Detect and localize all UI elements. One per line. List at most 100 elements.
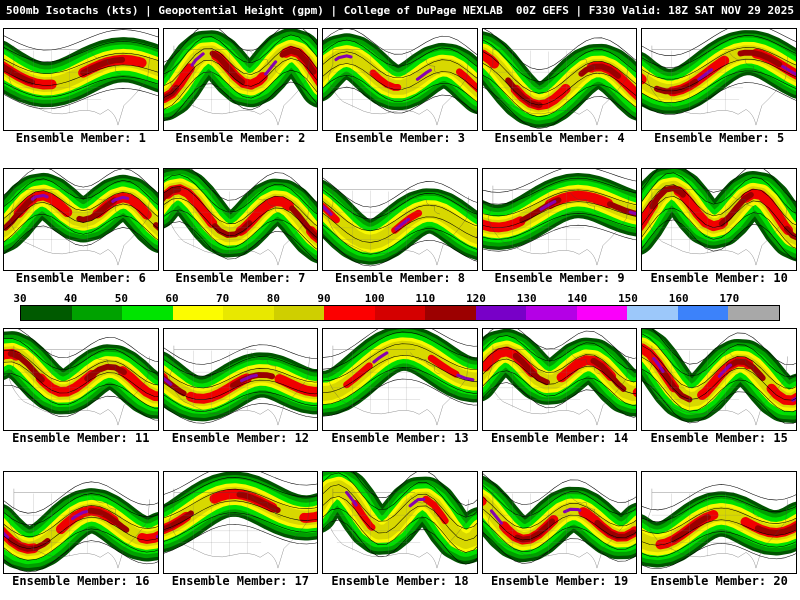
colorbar-tick-row: 30 40 50 60 70 80 90 100 110 120 130 140 150 160 170 — [13, 292, 780, 305]
ensemble-panel-label: Ensemble Member: 20 — [650, 574, 788, 588]
ensemble-panel: Ensemble Member: 11 — [3, 328, 159, 448]
colorbar-tick-label: 170 — [719, 292, 740, 305]
ensemble-map — [322, 328, 478, 431]
colorbar-tick-label: 70 — [216, 292, 230, 305]
colorbar-tick-label: 130 — [516, 292, 537, 305]
ensemble-panel-label: Ensemble Member: 10 — [650, 271, 788, 285]
header-title: 500mb Isotachs (kts) | Geopotential Heig… — [6, 3, 503, 17]
colorbar-tick-label: 160 — [668, 292, 689, 305]
ensemble-panel: Ensemble Member: 1 — [3, 28, 159, 148]
ensemble-panel-label: Ensemble Member: 5 — [654, 131, 785, 145]
ensemble-panel-label: Ensemble Member: 18 — [331, 574, 469, 588]
ensemble-map — [641, 471, 797, 574]
ensemble-panel-label: Ensemble Member: 9 — [494, 271, 625, 285]
ensemble-panel-label: Ensemble Member: 14 — [490, 431, 629, 445]
ensemble-panel-label: Ensemble Member: 6 — [15, 271, 146, 285]
ensemble-map — [162, 168, 319, 271]
ensemble-panel-label: Ensemble Member: 13 — [331, 431, 469, 445]
ensemble-panel: Ensemble Member: 13 — [322, 328, 478, 448]
colorbar-tick-label: 40 — [64, 292, 78, 305]
ensemble-panel: Ensemble Member: 8 — [322, 168, 478, 288]
ensemble-panel-label: Ensemble Member: 7 — [175, 271, 306, 285]
colorbar-tick-label: 80 — [266, 292, 280, 305]
ensemble-panel: Ensemble Member: 3 — [322, 28, 478, 148]
colorbar-segment — [71, 306, 123, 320]
ensemble-row-1: Ensemble Member: 1 Ensemble Member: 2 Ense… — [0, 20, 800, 148]
ensemble-panel-label: Ensemble Member: 4 — [494, 131, 625, 145]
ensemble-map — [162, 328, 319, 431]
ensemble-map — [162, 28, 319, 131]
ensemble-map — [322, 168, 478, 271]
ensemble-panel: Ensemble Member: 4 — [481, 28, 638, 148]
colorbar-segment — [172, 306, 224, 320]
ensemble-row-2: Ensemble Member: 6 Ensemble Member: 7 Ense… — [0, 148, 800, 288]
ensemble-panel-label: Ensemble Member: 17 — [171, 574, 310, 588]
ensemble-map — [3, 328, 159, 431]
ensemble-map — [481, 328, 638, 431]
ensemble-map — [481, 28, 638, 131]
colorbar-tick-label: 150 — [618, 292, 638, 305]
ensemble-panel: Ensemble Member: 9 — [481, 168, 638, 288]
ensemble-map — [641, 28, 797, 131]
colorbar-segment — [627, 306, 678, 320]
ensemble-map — [641, 328, 797, 431]
ensemble-map — [322, 28, 478, 131]
ensemble-panel: Ensemble Member: 15 — [641, 328, 797, 448]
colorbar-segment — [728, 306, 779, 320]
ensemble-panel-label: Ensemble Member: 2 — [175, 131, 306, 145]
ensemble-panel: Ensemble Member: 12 — [162, 328, 319, 448]
colorbar-segment — [223, 306, 274, 320]
colorbar-segment — [425, 306, 476, 320]
colorbar-tick-label: 110 — [415, 292, 436, 305]
ensemble-panel-label: Ensemble Member: 16 — [12, 574, 150, 588]
ensemble-panel-label: Ensemble Member: 8 — [334, 271, 465, 285]
colorbar-segment — [21, 306, 72, 320]
ensemble-panel-label: Ensemble Member: 15 — [650, 431, 788, 445]
header-valid-time: 00Z GEFS | F330 Valid: 18Z SAT NOV 29 20… — [515, 3, 794, 17]
ensemble-panel: Ensemble Member: 19 — [481, 471, 638, 591]
ensemble-panel: Ensemble Member: 5 — [641, 28, 797, 148]
colorbar-scale — [20, 305, 780, 321]
colorbar-tick-label: 60 — [165, 292, 179, 305]
ensemble-row-4: Ensemble Member: 16 Ensemble Member: 17 En… — [0, 448, 800, 591]
colorbar-tick-label: 90 — [317, 292, 331, 305]
colorbar-segment — [374, 306, 426, 320]
colorbar-segment — [324, 306, 375, 320]
ensemble-panel-label: Ensemble Member: 11 — [12, 431, 150, 445]
colorbar-tick-label: 120 — [466, 292, 486, 305]
ensemble-panel: Ensemble Member: 10 — [641, 168, 797, 288]
colorbar: 30 40 50 60 70 80 90 100 110 120 130 140 150 160 170 — [0, 292, 800, 321]
ensemble-panel: Ensemble Member: 6 — [3, 168, 159, 288]
colorbar-tick-label: 140 — [567, 292, 588, 305]
colorbar-tick-label: 30 — [13, 292, 27, 305]
ensemble-panel: Ensemble Member: 7 — [162, 168, 319, 288]
ensemble-map — [481, 168, 638, 271]
ensemble-row-3: Ensemble Member: 11 Ensemble Member: 12 En… — [0, 321, 800, 448]
ensemble-panel: Ensemble Member: 18 — [322, 471, 478, 591]
colorbar-segment — [122, 306, 173, 320]
ensemble-map — [481, 471, 638, 574]
colorbar-segment — [475, 306, 527, 320]
ensemble-panel: Ensemble Member: 2 — [162, 28, 319, 148]
ensemble-map — [3, 168, 159, 271]
ensemble-panel-label: Ensemble Member: 3 — [334, 131, 465, 145]
colorbar-tick-label: 50 — [114, 292, 128, 305]
ensemble-map — [162, 471, 319, 574]
ensemble-map — [3, 28, 159, 131]
ensemble-map — [3, 471, 159, 574]
ensemble-map — [322, 471, 478, 574]
ensemble-panel-label: Ensemble Member: 19 — [490, 574, 629, 588]
colorbar-segment — [273, 306, 325, 320]
header-bar: 500mb Isotachs (kts) | Geopotential Heig… — [0, 0, 800, 20]
ensemble-panel: Ensemble Member: 16 — [3, 471, 159, 591]
ensemble-map — [641, 168, 797, 271]
ensemble-panel-label: Ensemble Member: 1 — [15, 131, 146, 145]
colorbar-tick-label: 100 — [364, 292, 385, 305]
ensemble-panel-label: Ensemble Member: 12 — [171, 431, 310, 445]
ensemble-panel: Ensemble Member: 17 — [162, 471, 319, 591]
colorbar-segment — [677, 306, 729, 320]
ensemble-panel: Ensemble Member: 14 — [481, 328, 638, 448]
colorbar-segment — [526, 306, 577, 320]
ensemble-panel: Ensemble Member: 20 — [641, 471, 797, 591]
